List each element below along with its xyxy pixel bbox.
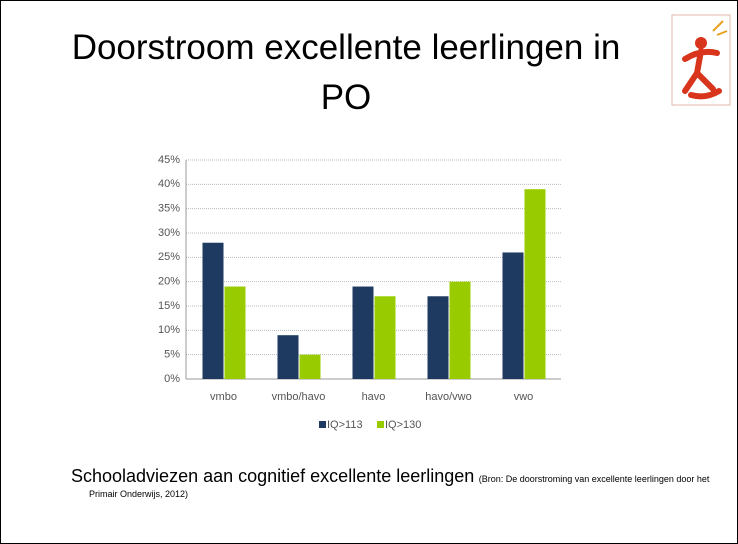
y-tick-label: 5% <box>164 349 180 361</box>
bar <box>277 335 299 379</box>
logo <box>671 14 731 106</box>
x-tick-label: vmbo <box>210 391 237 403</box>
bar <box>352 286 374 379</box>
y-tick-label: 40% <box>158 178 180 190</box>
bar <box>449 281 471 379</box>
bar <box>374 296 396 379</box>
bar <box>502 252 524 379</box>
y-tick-label: 10% <box>158 324 180 336</box>
bar <box>299 354 321 379</box>
legend-swatch <box>377 421 384 428</box>
bar <box>224 286 246 379</box>
slide-title: Doorstroom excellente leerlingen in PO <box>71 28 621 117</box>
x-tick-label: havo/vwo <box>425 391 471 403</box>
y-tick-label: 20% <box>158 276 180 288</box>
y-tick-label: 45% <box>158 154 180 166</box>
x-tick-label: vwo <box>514 391 534 403</box>
legend-swatch <box>319 421 326 428</box>
caption-block: Schooladviezen aan cognitief excellente … <box>71 466 737 501</box>
y-tick-label: 15% <box>158 300 180 312</box>
legend-label: IQ>113 <box>327 419 363 431</box>
bar <box>202 242 224 379</box>
y-tick-label: 25% <box>158 251 180 263</box>
x-tick-label: havo <box>362 391 386 403</box>
bar <box>524 189 546 379</box>
y-tick-label: 0% <box>164 373 180 385</box>
y-tick-label: 35% <box>158 203 180 215</box>
caption: Schooladviezen aan cognitief excellente … <box>71 466 475 486</box>
x-tick-label: vmbo/havo <box>272 391 326 403</box>
legend-label: IQ>130 <box>385 419 421 431</box>
bar <box>427 296 449 379</box>
y-tick-label: 30% <box>158 227 180 239</box>
source: (Bron: De doorstroming van excellente le… <box>89 474 710 499</box>
